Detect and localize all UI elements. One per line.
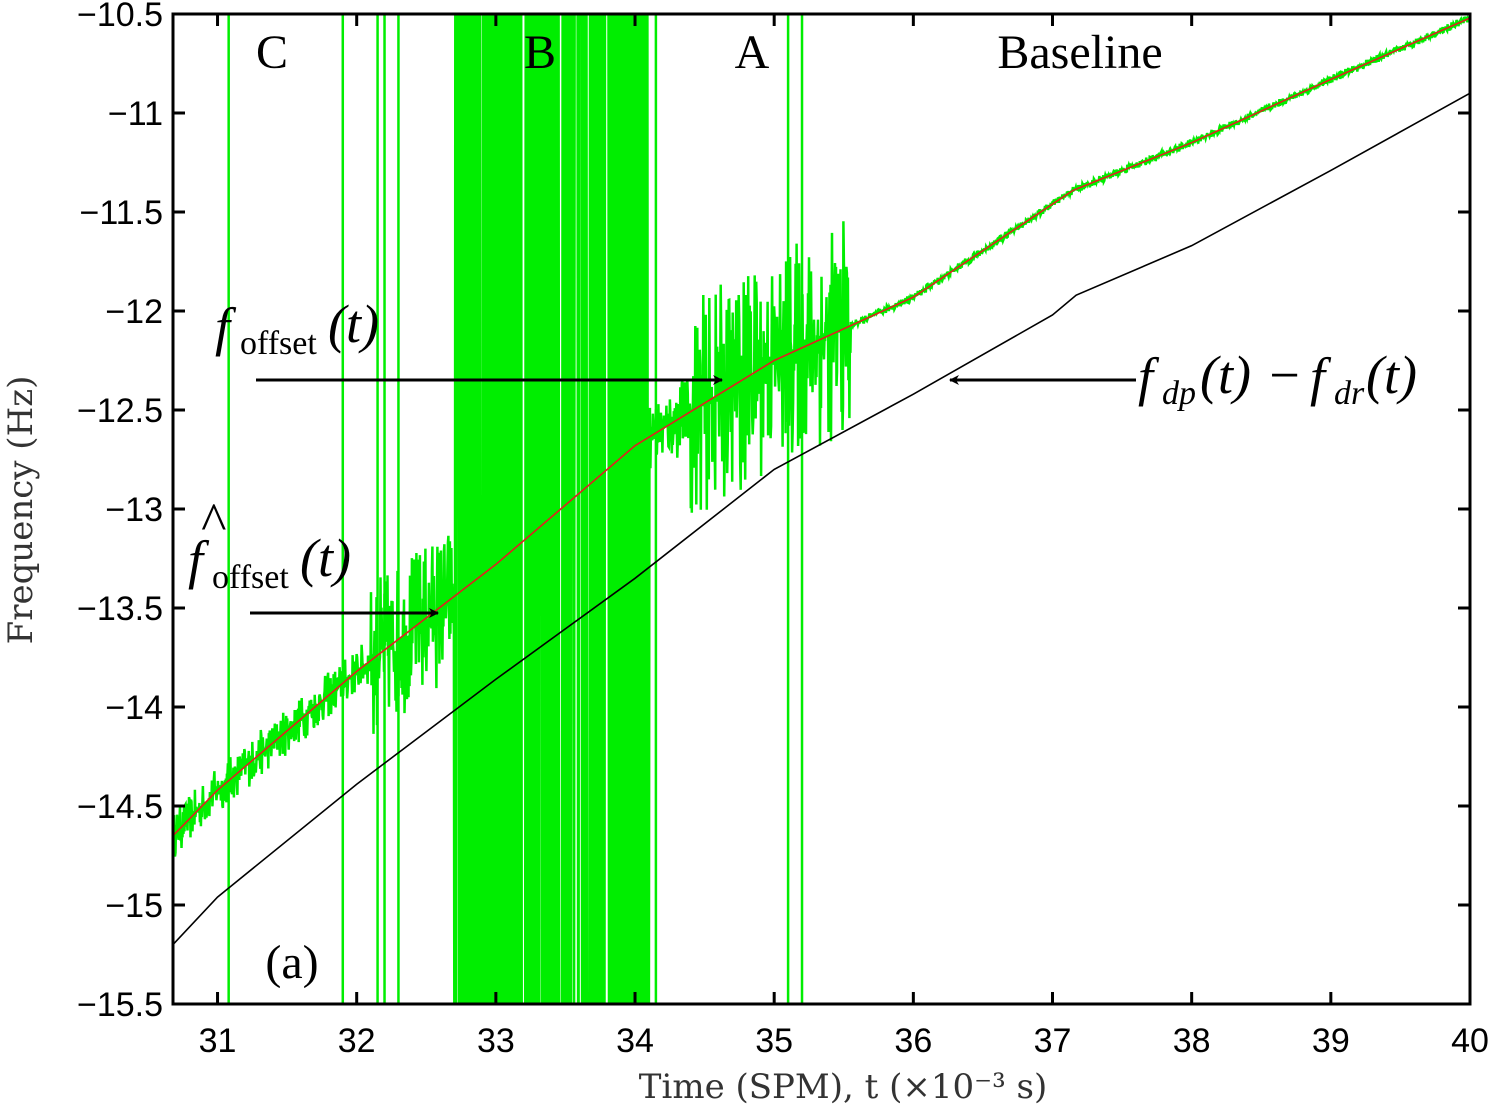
y-tick-label: −13.5 (77, 590, 163, 628)
svg-text:f: f (1138, 347, 1160, 407)
svg-text:f: f (215, 297, 237, 357)
svg-text:offset: offset (212, 559, 289, 596)
y-tick-label: −15.5 (77, 986, 163, 1024)
region-label-b: B (524, 26, 556, 79)
y-tick-label: −12.5 (77, 392, 163, 430)
fit-series-line (172, 17, 1471, 837)
x-tick-label: 40 (1451, 1022, 1489, 1060)
y-tick-label: −11 (108, 95, 163, 133)
x-tick-label: 31 (199, 1022, 237, 1060)
svg-text:^: ^ (200, 492, 226, 552)
x-tick-label: 38 (1173, 1022, 1211, 1060)
series-layer (171, 12, 1471, 1006)
x-tick-label: 39 (1312, 1022, 1350, 1060)
svg-text:(t): (t) (328, 294, 379, 354)
x-tick-label: 32 (338, 1022, 376, 1060)
region-label-a: A (735, 26, 770, 79)
svg-text:f: f (1310, 347, 1332, 407)
svg-text:(t): (t) (1200, 345, 1251, 405)
svg-text:−: − (1266, 345, 1302, 405)
svg-text:(t): (t) (300, 528, 351, 588)
y-tick-label: −10.5 (77, 0, 163, 34)
f-offset-label: f offset (t) (215, 294, 379, 362)
x-tick-label: 34 (616, 1022, 654, 1060)
y-tick-label: −15 (105, 887, 163, 925)
svg-text:offset: offset (240, 325, 317, 362)
y-tick-label: −14.5 (77, 788, 163, 826)
f-diff-label: f dp (t) − f dr (t) (1138, 345, 1417, 412)
x-tick-label: 37 (1034, 1022, 1072, 1060)
reference-series-line (172, 92, 1471, 946)
measured-series-line (171, 12, 1471, 1006)
f-hat-offset-label: ^ f offset (t) (188, 492, 351, 596)
ticks: 31 32 33 34 35 36 37 38 39 40 −10.5 −11 −11.5 −12 −12.… (77, 0, 1489, 1060)
panel-label: (a) (265, 936, 318, 989)
region-label-baseline: Baseline (997, 26, 1162, 79)
y-tick-label: −12 (105, 293, 163, 331)
plot-frame (171, 12, 1472, 1006)
x-axis-label: Time (SPM), t (×10⁻³ s) (639, 1067, 1047, 1107)
x-tick-label: 35 (755, 1022, 793, 1060)
region-label-c: C (256, 26, 288, 79)
svg-text:(t): (t) (1366, 345, 1417, 405)
y-tick-label: −11.5 (79, 194, 163, 232)
y-axis-label: Frequency (Hz) (1, 376, 41, 645)
svg-text:dr: dr (1334, 375, 1365, 412)
x-tick-label: 33 (477, 1022, 515, 1060)
y-tick-label: −14 (105, 689, 163, 727)
svg-text:dp: dp (1162, 375, 1196, 412)
x-tick-label: 36 (894, 1022, 932, 1060)
y-tick-label: −13 (105, 491, 163, 529)
